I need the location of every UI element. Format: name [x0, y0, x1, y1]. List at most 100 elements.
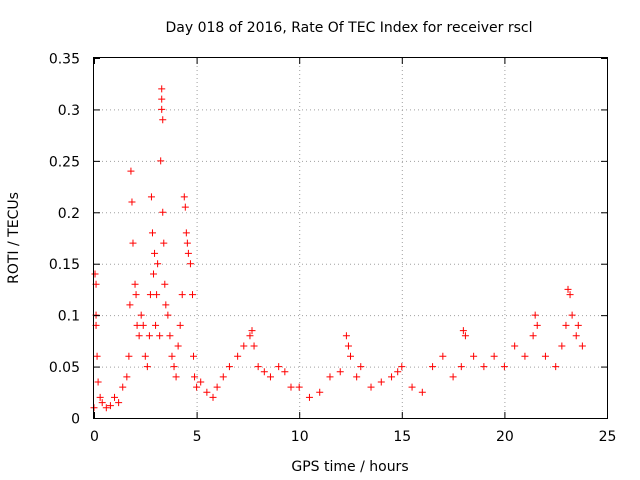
data-point — [367, 383, 375, 391]
data-point — [533, 321, 541, 329]
data-point — [98, 399, 106, 407]
data-point — [562, 321, 570, 329]
data-point — [132, 291, 140, 299]
data-point — [418, 388, 426, 396]
data-point — [578, 342, 586, 350]
data-point — [188, 291, 196, 299]
data-point — [574, 321, 582, 329]
data-point — [143, 363, 151, 371]
data-point — [490, 352, 498, 360]
data-point — [429, 363, 437, 371]
data-point — [480, 363, 488, 371]
x-tick-label: 20 — [496, 429, 514, 445]
data-point — [135, 332, 143, 340]
x-axis-label: GPS time / hours — [291, 459, 408, 475]
data-point — [161, 280, 169, 288]
data-point — [449, 373, 457, 381]
data-point — [111, 393, 119, 401]
data-point — [150, 270, 158, 278]
data-point — [168, 352, 176, 360]
data-point — [141, 352, 149, 360]
data-point — [305, 393, 313, 401]
data-point — [246, 332, 254, 340]
data-point — [209, 393, 217, 401]
data-point — [166, 332, 174, 340]
data-point — [266, 373, 274, 381]
y-tick-label: 0 — [71, 412, 80, 428]
chart-title: Day 018 of 2016, Rate Of TEC Index for r… — [165, 20, 532, 36]
data-point — [139, 321, 147, 329]
data-point — [127, 167, 135, 175]
data-point — [457, 363, 465, 371]
data-point — [377, 378, 385, 386]
data-point — [408, 383, 416, 391]
data-point — [125, 352, 133, 360]
data-point — [148, 229, 156, 237]
data-point — [353, 373, 361, 381]
data-point — [197, 378, 205, 386]
data-point — [126, 301, 134, 309]
data-point — [170, 363, 178, 371]
data-point — [357, 363, 365, 371]
y-tick-label: 0.15 — [49, 257, 80, 273]
data-point — [342, 332, 350, 340]
data-point — [225, 363, 233, 371]
data-point — [174, 342, 182, 350]
y-tick-label: 0.35 — [49, 52, 80, 68]
data-point — [254, 363, 262, 371]
data-point — [552, 363, 560, 371]
data-point — [344, 342, 352, 350]
data-point — [129, 239, 137, 247]
data-point — [388, 373, 396, 381]
data-point — [248, 327, 256, 335]
data-point — [398, 363, 406, 371]
data-point — [394, 368, 402, 376]
data-point — [439, 352, 447, 360]
y-tick-label: 0.3 — [58, 103, 80, 119]
data-point — [133, 321, 141, 329]
data-point — [183, 239, 191, 247]
data-point — [275, 363, 283, 371]
data-point — [219, 373, 227, 381]
data-point — [191, 373, 199, 381]
data-point — [164, 311, 172, 319]
data-point — [193, 383, 201, 391]
data-point — [162, 301, 170, 309]
data-point — [240, 342, 248, 350]
data-point — [459, 327, 467, 335]
data-point — [531, 311, 539, 319]
data-point — [159, 116, 167, 124]
data-point — [260, 368, 268, 376]
data-point — [159, 208, 167, 216]
data-point — [521, 352, 529, 360]
data-point — [119, 383, 127, 391]
data-point — [184, 249, 192, 257]
y-tick-label: 0.1 — [58, 309, 80, 325]
data-point — [147, 193, 155, 201]
data-point — [281, 368, 289, 376]
data-point — [156, 332, 164, 340]
data-point — [102, 404, 110, 412]
data-point — [287, 383, 295, 391]
y-tick-label: 0.2 — [58, 206, 80, 222]
data-point — [146, 291, 154, 299]
data-point — [158, 95, 166, 103]
x-tick-label: 0 — [90, 429, 99, 445]
data-point — [115, 399, 123, 407]
data-point — [234, 352, 242, 360]
data-point — [151, 249, 159, 257]
x-tick-label: 15 — [393, 429, 411, 445]
data-point — [347, 352, 354, 360]
data-point — [158, 105, 166, 113]
data-point — [96, 393, 104, 401]
x-tick-label: 5 — [193, 429, 202, 445]
data-point — [295, 383, 303, 391]
data-point — [182, 229, 190, 237]
data-point — [172, 373, 180, 381]
grid-layer — [94, 58, 607, 418]
data-point — [158, 85, 166, 93]
y-tick-label: 0.25 — [49, 154, 80, 170]
data-point — [461, 332, 469, 340]
data-point — [572, 332, 580, 340]
